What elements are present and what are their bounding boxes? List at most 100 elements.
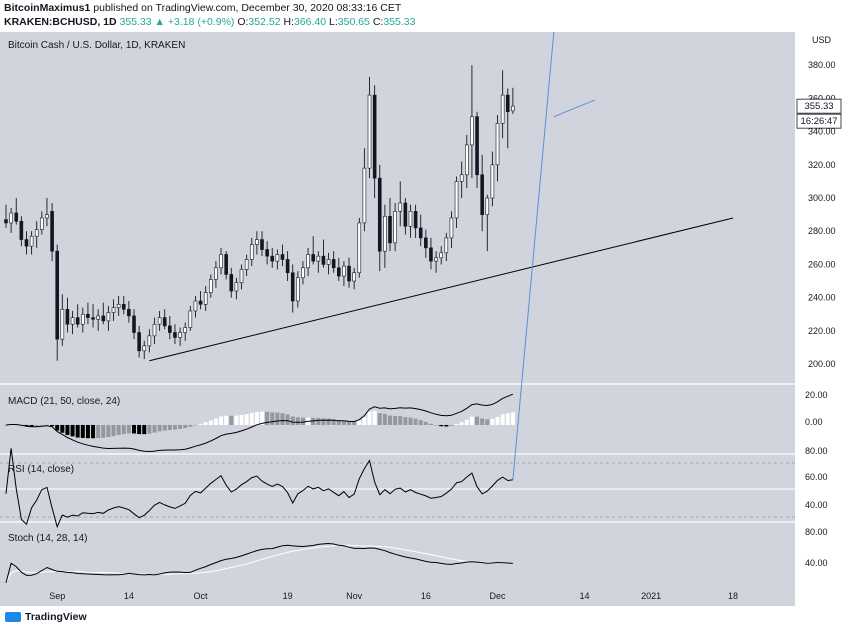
candle-body xyxy=(265,249,269,257)
candle-body xyxy=(34,229,39,237)
macd-bar xyxy=(203,422,208,425)
candle-body xyxy=(111,307,116,313)
price-tick-label: 360.00 xyxy=(808,93,836,103)
macd-bar xyxy=(126,424,131,434)
macd-bar xyxy=(449,424,454,426)
macd-bar xyxy=(280,413,285,425)
macd-bar xyxy=(172,424,177,430)
price-divergence-line[interactable] xyxy=(553,99,595,118)
rsi-tick: 80.00 xyxy=(805,446,828,456)
macd-bar xyxy=(157,424,162,432)
candle-body xyxy=(434,257,438,262)
rsi-pane[interactable]: RSI (14, close) 80.00 60.00 40.00 xyxy=(0,32,828,529)
candle-body xyxy=(81,313,85,325)
macd-bar xyxy=(398,415,403,425)
currency-label: USD xyxy=(812,35,832,45)
time-tick-label: Dec xyxy=(490,591,507,601)
time-tick-label: 2021 xyxy=(641,591,661,601)
candle-body xyxy=(40,217,44,230)
candle-body xyxy=(86,313,90,318)
rsi-line xyxy=(5,448,513,529)
macd-bar xyxy=(101,424,106,438)
time-tick-label: 19 xyxy=(283,591,293,601)
macd-bar xyxy=(229,415,234,425)
macd-bar xyxy=(357,420,362,425)
author-name[interactable]: BitcoinMaximus1 xyxy=(4,2,91,14)
macd-bar xyxy=(34,424,39,427)
candle-body xyxy=(290,272,295,302)
macd-bar xyxy=(96,424,101,438)
candle-body xyxy=(142,345,147,352)
time-tick-label: 18 xyxy=(728,591,738,601)
macd-bar xyxy=(510,412,515,425)
chart-header: BitcoinMaximus1 published on TradingView… xyxy=(0,0,850,32)
macd-bar xyxy=(249,413,254,425)
time-axis: Sep 14 Oct 19 Nov 16 Dec 14 2021 18 xyxy=(49,591,738,601)
candle-body xyxy=(470,116,474,146)
macd-bar xyxy=(464,419,469,425)
tradingview-logo[interactable]: TradingView xyxy=(5,611,87,623)
macd-bar xyxy=(490,418,495,425)
ascending-trendline[interactable] xyxy=(149,217,734,362)
candle-body xyxy=(55,250,60,340)
macd-bar xyxy=(326,418,331,425)
candle-body xyxy=(372,94,377,179)
macd-histogram xyxy=(4,410,515,439)
candle-body xyxy=(24,239,29,247)
macd-bar xyxy=(111,424,116,437)
price-pane[interactable]: Bitcoin Cash / U.S. Dollar, 1D, KRAKEN U… xyxy=(4,35,842,369)
macd-bar xyxy=(372,410,377,425)
macd-bar xyxy=(132,424,136,434)
candle-body xyxy=(239,269,244,284)
macd-bar xyxy=(142,424,147,435)
candle-body xyxy=(121,304,126,310)
macd-bar xyxy=(254,412,259,425)
price-tick-label: 260.00 xyxy=(808,259,836,269)
macd-bar xyxy=(70,424,75,437)
rsi-divergence-line[interactable] xyxy=(512,32,555,480)
macd-bar xyxy=(434,424,439,426)
candle-body xyxy=(173,332,177,338)
rsi-tick: 40.00 xyxy=(805,500,828,510)
price-tick-label: 200.00 xyxy=(808,359,836,369)
candle-body xyxy=(316,255,321,262)
macd-pane[interactable]: MACD (21, 50, close, 24) 20.00 0.00 xyxy=(4,390,828,453)
candle-body xyxy=(403,202,408,227)
candle-body xyxy=(193,300,198,312)
last-price-label: 355.33 16:26:47 xyxy=(796,98,842,129)
symbol-line: KRAKEN:BCHUSD, 1D 355.33 ▲ +3.18 (+0.9%)… xyxy=(4,16,415,28)
candle-body xyxy=(418,227,423,239)
candle-body xyxy=(296,277,300,302)
candle-body xyxy=(285,259,290,274)
candle-body xyxy=(383,216,387,252)
macd-bar xyxy=(290,416,295,425)
candle-body xyxy=(500,94,505,124)
macd-bar xyxy=(367,411,372,425)
macd-bar xyxy=(29,424,34,427)
ohlc-high-value: 366.40 xyxy=(293,16,327,28)
time-tick-label: Sep xyxy=(49,591,65,601)
macd-bar xyxy=(4,424,8,426)
macd-bar xyxy=(183,424,188,429)
macd-bar xyxy=(116,424,121,435)
candle-body xyxy=(178,332,182,338)
candle-body xyxy=(29,235,34,247)
candle-body xyxy=(188,310,193,328)
candle-body xyxy=(464,144,469,176)
stoch-pane[interactable]: Stoch (14, 28, 14) 80.00 40.00 xyxy=(5,527,828,584)
candle-body xyxy=(19,220,24,240)
candle-body xyxy=(495,123,500,166)
stoch-d-line xyxy=(5,544,513,584)
candle-body xyxy=(157,317,162,325)
chart-canvas[interactable]: Bitcoin Cash / U.S. Dollar, 1D, KRAKEN U… xyxy=(0,32,850,606)
candle-body xyxy=(75,317,80,325)
macd-bar xyxy=(336,420,341,425)
candle-body xyxy=(45,214,49,219)
price-pane-title: Bitcoin Cash / U.S. Dollar, 1D, KRAKEN xyxy=(8,40,185,51)
price-axis: 200.00 220.00 240.00 260.00 280.00 300.00 320.… xyxy=(808,60,836,369)
ohlc-low-value: 350.65 xyxy=(337,16,370,28)
price-tick-label: 240.00 xyxy=(808,293,836,303)
candle-body xyxy=(137,332,141,352)
macd-bar xyxy=(469,416,474,425)
bar-countdown: 16:26:47 xyxy=(801,116,838,127)
